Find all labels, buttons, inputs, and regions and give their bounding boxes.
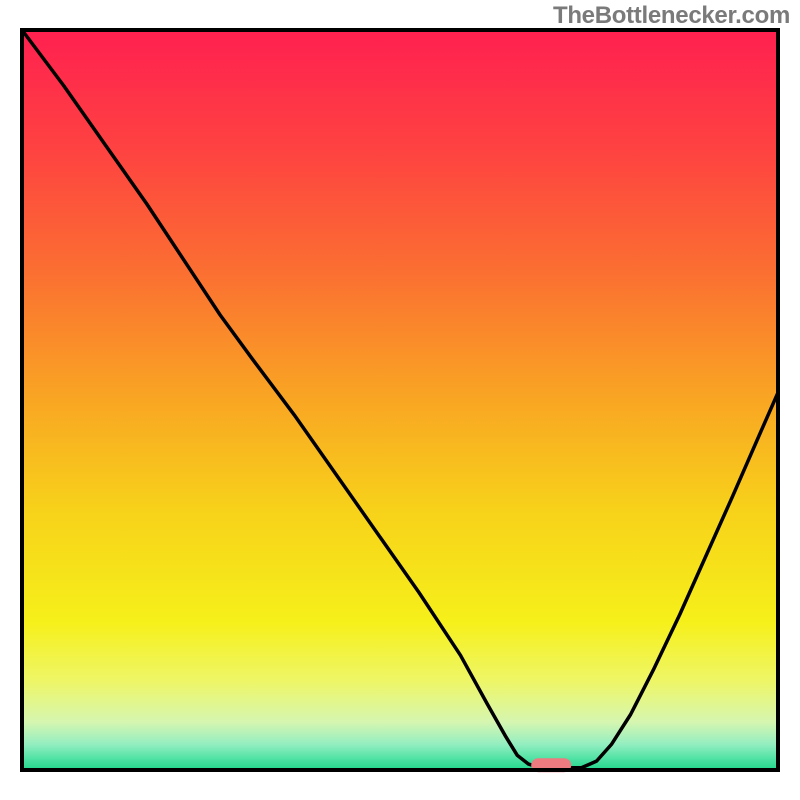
figure-root: TheBottlenecker.com: [0, 0, 800, 800]
bottleneck-chart: [0, 0, 800, 800]
gradient-background: [22, 30, 778, 770]
